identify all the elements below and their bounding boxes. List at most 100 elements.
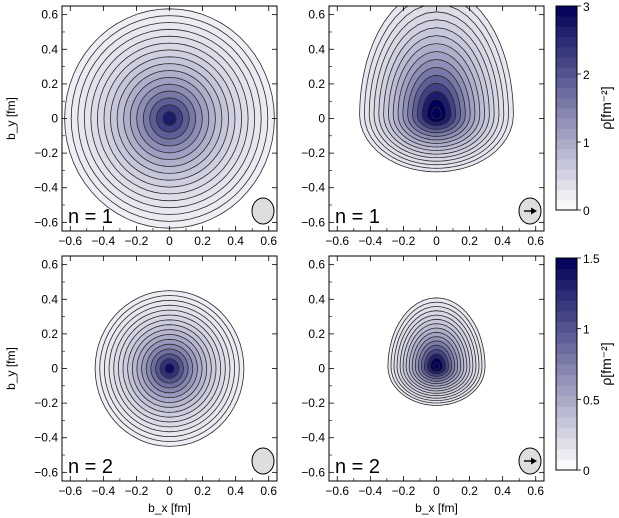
colorbar-tick-label: 1 (583, 136, 590, 150)
y-tick-label: −0.6 (34, 215, 58, 229)
contour-levels (387, 297, 486, 406)
y-tick-label: −0.2 (34, 396, 58, 410)
colorbar-band (556, 406, 577, 418)
x-tick-label: 0 (166, 234, 173, 248)
colorbar-tick-label: 3 (583, 0, 590, 14)
colorbar-band (556, 189, 577, 201)
colorbar-tick-label: 0.5 (583, 393, 600, 407)
y-tick-label: 0.4 (308, 42, 325, 56)
colorbar-tick-label: 1 (583, 323, 590, 337)
y-tick-label: −0.6 (301, 215, 325, 229)
colorbar-band (556, 169, 577, 180)
y-tick-label: −0.4 (301, 431, 325, 445)
contour-level-16 (433, 362, 440, 370)
colorbar-tick-label: 0 (583, 204, 590, 218)
colorbar-frame (555, 5, 578, 211)
x-tick-label: 0.4 (227, 484, 244, 498)
x-tick-label: 0.6 (527, 484, 544, 498)
x-tick-label: −0.2 (392, 234, 416, 248)
colorbar-tick-label: 0 (583, 464, 590, 478)
colorbar-band (556, 6, 577, 17)
panel-n-label: n = 2 (335, 456, 380, 478)
contour-levels (94, 290, 245, 447)
colorbar-band (556, 427, 577, 439)
colorbar-band (556, 385, 577, 397)
x-tick-label: −0.4 (358, 234, 382, 248)
x-tick-label: 0.4 (494, 484, 511, 498)
panel-2: −0.6−0.6 −0.4 −0.4 −0.2 −0.2 0 0 0.2 0.2 0.4 0.4 0.… (301, 5, 545, 248)
colorbar-band (556, 57, 577, 68)
colorbar-band (556, 417, 577, 429)
x-tick-label: −0.4 (91, 234, 115, 248)
colorbar-band (556, 364, 577, 376)
y-tick-label: 0.6 (41, 8, 58, 22)
y-tick-label: 0.6 (308, 8, 325, 22)
x-tick-label: 0.6 (527, 234, 544, 248)
colorbar-band (556, 448, 577, 460)
colorbar-band (556, 87, 577, 99)
x-axis-label: b_x [fm] (415, 501, 458, 515)
x-tick-label: 0.4 (494, 234, 511, 248)
polarization-arrow-icon (531, 207, 537, 215)
panel-n-label: n = 2 (68, 456, 113, 478)
y-tick-label: −0.2 (301, 396, 325, 410)
colorbar-band (556, 459, 577, 471)
panel-n-label: n = 1 (68, 206, 113, 228)
y-tick-label: 0 (51, 362, 58, 376)
colorbar-band (556, 332, 577, 344)
y-tick-label: −0.2 (34, 146, 58, 160)
y-tick-label: 0.2 (308, 77, 325, 91)
colorbar-band (556, 138, 577, 150)
x-tick-label: 0 (433, 234, 440, 248)
y-tick-label: 0.2 (41, 77, 58, 91)
colorbar-1: 0 1 2 3 ρ[fm⁻²] (555, 0, 614, 218)
panel-1: −0.6−0.6 −0.4 −0.4 −0.2 −0.2 0 0 0.2 0.2 0.4 0.4 0.… (4, 5, 278, 248)
colorbar-2: 0 0.5 1 1.5 ρ[fm⁻²] (555, 252, 614, 478)
y-tick-label: 0.6 (308, 258, 325, 272)
y-tick-label: −0.4 (34, 181, 58, 195)
colorbar-label: ρ[fm⁻²] (598, 342, 614, 385)
colorbar-band (556, 311, 577, 323)
colorbar-band (556, 374, 577, 386)
y-tick-label: −0.4 (34, 431, 58, 445)
colorbar-band (556, 118, 577, 129)
colorbar-band (556, 353, 577, 365)
x-tick-label: 0.2 (194, 484, 211, 498)
y-tick-label: −0.6 (34, 465, 58, 479)
unpolarized-nucleon-icon (251, 197, 275, 225)
x-axis-label: b_x [fm] (148, 501, 191, 515)
contour-levels (359, 6, 514, 173)
x-tick-label: 0.2 (194, 234, 211, 248)
colorbar-band (556, 46, 577, 58)
polarization-arrow-icon (531, 457, 537, 465)
x-tick-label: −0.4 (358, 484, 382, 498)
colorbar-frame (555, 257, 578, 471)
colorbar-band (556, 395, 577, 407)
x-tick-label: −0.4 (91, 484, 115, 498)
contour-level-16 (162, 111, 177, 126)
colorbar-band (556, 148, 577, 160)
x-tick-label: −0.2 (125, 234, 149, 248)
y-tick-label: 0 (318, 362, 325, 376)
x-tick-label: −0.6 (58, 234, 82, 248)
x-tick-label: 0 (166, 484, 173, 498)
colorbar-label: ρ[fm⁻²] (598, 86, 614, 129)
colorbar-band (556, 67, 577, 78)
y-tick-label: 0.2 (41, 327, 58, 341)
y-tick-label: −0.4 (301, 181, 325, 195)
colorbar-band (556, 36, 577, 48)
colorbar-band (556, 179, 577, 191)
colorbar-band (556, 108, 577, 119)
y-tick-label: 0.4 (41, 292, 58, 306)
colorbar-band (556, 16, 577, 27)
y-tick-label: 0.4 (308, 292, 325, 306)
colorbar-band (556, 289, 577, 301)
panel-n-label: n = 1 (335, 206, 380, 228)
x-tick-label: 0.2 (461, 234, 478, 248)
colorbar-tick-label: 2 (583, 68, 590, 82)
y-tick-label: 0 (318, 112, 325, 126)
colorbar-band (556, 97, 577, 109)
colorbar-band (556, 128, 577, 140)
x-tick-label: −0.2 (392, 484, 416, 498)
